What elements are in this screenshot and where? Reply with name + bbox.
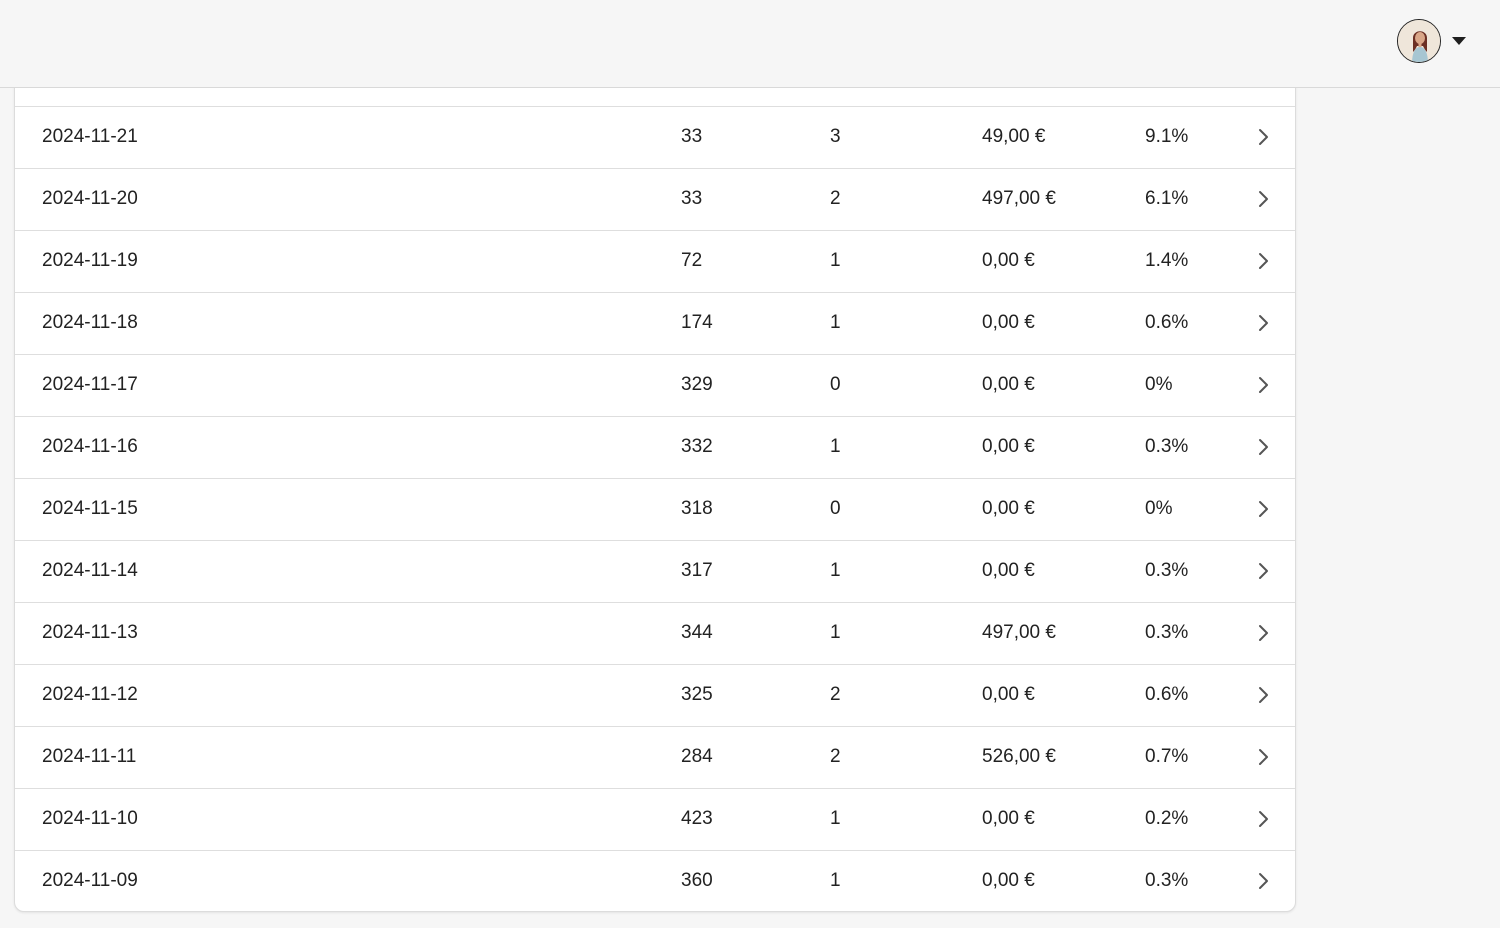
row-conversions: 0 <box>830 374 841 395</box>
row-revenue: 0,00 € <box>982 808 1035 829</box>
row-conversion-rate: 9.1% <box>1145 126 1189 147</box>
row-conversions: 1 <box>830 312 841 333</box>
row-revenue: 49,00 € <box>982 126 1046 147</box>
row-conversions: 1 <box>830 560 841 581</box>
table-row[interactable]: 2024-11-10 423 1 0,00 € 0.2% <box>15 788 1295 850</box>
row-date: 2024-11-18 <box>42 312 138 333</box>
row-revenue: 0,00 € <box>982 498 1035 519</box>
row-conversions: 1 <box>830 622 841 643</box>
chevron-right-icon[interactable] <box>1253 561 1273 581</box>
top-bar <box>0 0 1500 88</box>
row-date: 2024-11-10 <box>42 808 138 829</box>
row-date: 2024-11-13 <box>42 622 138 643</box>
table-row[interactable]: 2024-11-17 329 0 0,00 € 0% <box>15 354 1295 416</box>
row-date: 2024-11-15 <box>42 498 138 519</box>
chevron-right-icon[interactable] <box>1253 809 1273 829</box>
row-conversion-rate: 0% <box>1145 498 1173 519</box>
row-visits: 423 <box>681 808 713 829</box>
row-conversions: 1 <box>830 870 841 891</box>
row-conversion-rate: 0% <box>1145 374 1173 395</box>
row-revenue: 526,00 € <box>982 746 1056 767</box>
chevron-right-icon[interactable] <box>1253 437 1273 457</box>
row-conversion-rate: 0.6% <box>1145 684 1189 705</box>
row-revenue: 0,00 € <box>982 374 1035 395</box>
row-date: 2024-11-09 <box>42 870 138 891</box>
row-conversion-rate: 0.3% <box>1145 622 1189 643</box>
row-revenue: 0,00 € <box>982 560 1035 581</box>
row-conversion-rate: 0.2% <box>1145 808 1189 829</box>
row-conversion-rate: 6.1% <box>1145 188 1189 209</box>
row-date: 2024-11-16 <box>42 436 138 457</box>
row-revenue: 497,00 € <box>982 188 1056 209</box>
daily-stats-table: 2024-11-21 33 3 49,00 €9.1% 2024-11-20 33 2 497… <box>14 60 1296 912</box>
chevron-right-icon[interactable] <box>1253 747 1273 767</box>
table-row[interactable]: 2024-11-20 33 2 497,00 € 6.1% <box>15 168 1295 230</box>
chevron-right-icon[interactable] <box>1253 871 1273 891</box>
row-visits: 317 <box>681 560 713 581</box>
row-revenue: 497,00 € <box>982 622 1056 643</box>
row-conversion-rate: 0.3% <box>1145 560 1189 581</box>
row-date: 2024-11-12 <box>42 684 138 705</box>
row-revenue: 0,00 € <box>982 684 1035 705</box>
table-row[interactable]: 2024-11-19 72 1 0,00 € 1.4% <box>15 230 1295 292</box>
row-visits: 344 <box>681 622 713 643</box>
row-visits: 174 <box>681 312 713 333</box>
row-revenue: 0,00 € <box>982 312 1035 333</box>
row-conversions: 2 <box>830 746 841 767</box>
row-conversions: 2 <box>830 188 841 209</box>
row-visits: 332 <box>681 436 713 457</box>
table-row[interactable]: 2024-11-18 174 1 0,00 € 0.6% <box>15 292 1295 354</box>
chevron-right-icon[interactable] <box>1253 623 1273 643</box>
row-conversions: 0 <box>830 498 841 519</box>
row-visits: 72 <box>681 250 703 271</box>
caret-down-icon[interactable] <box>1452 37 1466 45</box>
row-visits: 360 <box>681 870 713 891</box>
row-date: 2024-11-20 <box>42 188 138 209</box>
row-date: 2024-11-19 <box>42 250 138 271</box>
row-revenue: 0,00 € <box>982 870 1035 891</box>
chevron-right-icon[interactable] <box>1253 313 1273 333</box>
table-row[interactable]: 2024-11-11 284 2 526,00 € 0.7% <box>15 726 1295 788</box>
table-row[interactable]: 2024-11-15 318 0 0,00 € 0% <box>15 478 1295 540</box>
row-conversions: 2 <box>830 684 841 705</box>
chevron-right-icon[interactable] <box>1253 127 1273 147</box>
row-date: 2024-11-11 <box>42 746 137 767</box>
row-visits: 318 <box>681 498 713 519</box>
row-conversions: 1 <box>830 436 841 457</box>
table-row[interactable]: 2024-11-09 360 1 0,00 € 0.3% <box>15 850 1295 911</box>
chevron-right-icon[interactable] <box>1253 685 1273 705</box>
row-visits: 284 <box>681 746 713 767</box>
table-row[interactable]: 2024-11-21 33 3 49,00 €9.1% <box>15 106 1295 168</box>
row-conversion-rate: 0.7% <box>1145 746 1189 767</box>
row-visits: 33 <box>681 188 703 209</box>
chevron-right-icon[interactable] <box>1253 251 1273 271</box>
row-date: 2024-11-14 <box>42 560 138 581</box>
user-avatar[interactable] <box>1397 19 1441 63</box>
row-conversions: 1 <box>830 808 841 829</box>
table-row[interactable]: 2024-11-13 344 1 497,00 € 0.3% <box>15 602 1295 664</box>
row-conversion-rate: 0.3% <box>1145 870 1189 891</box>
table-row[interactable]: 2024-11-14 317 1 0,00 € 0.3% <box>15 540 1295 602</box>
row-conversion-rate: 0.6% <box>1145 312 1189 333</box>
row-visits: 33 <box>681 126 703 147</box>
row-date: 2024-11-21 <box>42 126 138 147</box>
chevron-right-icon[interactable] <box>1253 375 1273 395</box>
row-conversions: 1 <box>830 250 841 271</box>
table-row[interactable]: 2024-11-16 332 1 0,00 € 0.3% <box>15 416 1295 478</box>
row-date: 2024-11-17 <box>42 374 138 395</box>
row-revenue: 0,00 € <box>982 436 1035 457</box>
chevron-right-icon[interactable] <box>1253 189 1273 209</box>
table-row[interactable]: 2024-11-12 325 2 0,00 € 0.6% <box>15 664 1295 726</box>
account-menu[interactable] <box>1397 19 1466 63</box>
row-visits: 325 <box>681 684 713 705</box>
row-conversions: 3 <box>830 126 841 147</box>
row-visits: 329 <box>681 374 713 395</box>
chevron-right-icon[interactable] <box>1253 499 1273 519</box>
row-revenue: 0,00 € <box>982 250 1035 271</box>
row-conversion-rate: 1.4% <box>1145 250 1189 271</box>
row-conversion-rate: 0.3% <box>1145 436 1189 457</box>
